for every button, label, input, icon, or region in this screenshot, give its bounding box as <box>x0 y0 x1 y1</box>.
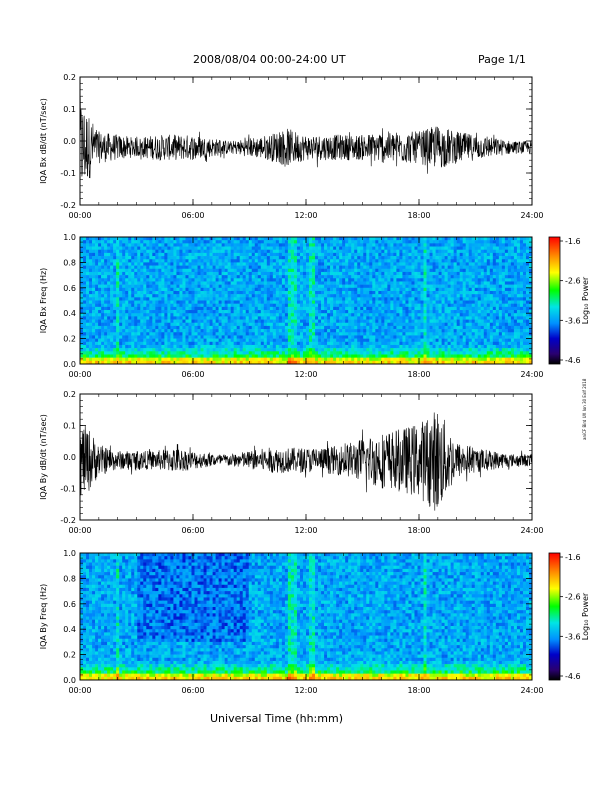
x-tick-label: 12:00 <box>294 370 317 379</box>
colorbar-bx_freq <box>548 236 561 365</box>
x-tick-label: 00:00 <box>68 370 91 379</box>
x-tick-label: 18:00 <box>407 526 430 535</box>
panel-bx_dbdt: 0.2 0.1 0.0 -0.1 -0.200:00 06:00 12:00 18:00 24:… <box>39 73 544 220</box>
trace-bx_dbdt <box>79 97 533 179</box>
page-title: 2008/08/04 00:00-24:00 UT <box>193 53 346 66</box>
panel-by_dbdt: 0.2 0.1 0.0 -0.1 -0.200:00 06:00 12:00 18:00 24:… <box>39 390 544 535</box>
y-tick-label: -0.1 <box>60 485 76 494</box>
colorbar-tick-label: -4.6 <box>565 356 581 365</box>
y-tick-label: 0.1 <box>63 105 76 114</box>
y-tick-label: 0.0 <box>63 137 76 146</box>
y-tick-label: 0.2 <box>63 335 76 344</box>
x-tick-label: 06:00 <box>181 686 204 695</box>
y-tick-label: -0.1 <box>60 169 76 178</box>
x-tick-label: 18:00 <box>407 370 430 379</box>
panel-bx_freq: -1.6 -2.6 -3.6 -4.6 Log₁₀ Power 1.0 0.8 0.6 0.4 0… <box>39 233 590 379</box>
y-tick-label: 0.1 <box>63 422 76 431</box>
x-tick-label: 06:00 <box>181 526 204 535</box>
y-tick-label: 0.2 <box>63 73 76 82</box>
x-tick-label: 00:00 <box>68 211 91 220</box>
y-tick-label: 0.6 <box>63 284 76 293</box>
page-number: Page 1/1 <box>478 53 526 66</box>
colorbar-tick-label: -3.6 <box>565 316 581 325</box>
y-tick-label: 0.8 <box>63 258 76 267</box>
y-tick-label: 1.0 <box>63 233 76 242</box>
x-tick-label: 06:00 <box>181 370 204 379</box>
y-tick-label: 1.0 <box>63 549 76 558</box>
x-tick-label: 12:00 <box>294 211 317 220</box>
x-tick-label: 24:00 <box>520 526 543 535</box>
x-tick-label: 00:00 <box>68 686 91 695</box>
y-tick-label: 0.2 <box>63 651 76 660</box>
y-tick-label: 0.4 <box>63 309 76 318</box>
heatmap-by_freq <box>80 553 533 681</box>
y-tick-label: 0.0 <box>63 453 76 462</box>
y-tick-label: 0.0 <box>63 676 76 685</box>
x-tick-label: 24:00 <box>520 370 543 379</box>
side-stamp: aniCF Bird UX Ion 30 ExIf 2018 <box>582 378 587 440</box>
y-tick-label: 0.0 <box>63 360 76 369</box>
colorbar-tick-label: -1.6 <box>565 237 581 246</box>
colorbar-tick-label: -2.6 <box>565 593 581 602</box>
y-tick-label: 0.6 <box>63 600 76 609</box>
x-tick-label: 06:00 <box>181 211 204 220</box>
panel-by_freq: -1.6 -2.6 -3.6 -4.6 Log₁₀ Power 1.0 0.8 0.6 0.4 0… <box>39 549 590 695</box>
x-tick-label: 12:00 <box>294 526 317 535</box>
y-tick-label: -0.2 <box>60 516 76 525</box>
y-tick-label: 0.4 <box>63 625 76 634</box>
x-tick-label: 18:00 <box>407 686 430 695</box>
x-tick-label: 12:00 <box>294 686 317 695</box>
colorbar-label: Log₁₀ Power <box>581 592 590 640</box>
x-tick-label: 24:00 <box>520 211 543 220</box>
y-axis-title: IQA By dB/dt (nT/sec) <box>39 414 48 500</box>
colorbar-label: Log₁₀ Power <box>581 276 590 324</box>
y-tick-label: 0.2 <box>63 390 76 399</box>
colorbar-by_freq <box>548 552 561 681</box>
heatmap-bx_freq <box>80 237 533 365</box>
colorbar-tick-label: -2.6 <box>565 277 581 286</box>
y-axis-title: IQA Bx Freq (Hz) <box>39 268 48 334</box>
x-axis-title: Universal Time (hh:mm) <box>210 712 343 725</box>
y-axis-title: IQA Bx dB/dt (nT/sec) <box>39 98 48 184</box>
y-tick-label: -0.2 <box>60 201 76 210</box>
colorbar-tick-label: -4.6 <box>565 672 581 681</box>
x-tick-label: 00:00 <box>68 526 91 535</box>
colorbar-tick-label: -1.6 <box>565 553 581 562</box>
x-tick-label: 18:00 <box>407 211 430 220</box>
y-axis-title: IQA By Freq (Hz) <box>39 584 48 650</box>
colorbar-tick-label: -3.6 <box>565 632 581 641</box>
trace-by_dbdt <box>79 412 533 511</box>
x-tick-label: 24:00 <box>520 686 543 695</box>
y-tick-label: 0.8 <box>63 574 76 583</box>
